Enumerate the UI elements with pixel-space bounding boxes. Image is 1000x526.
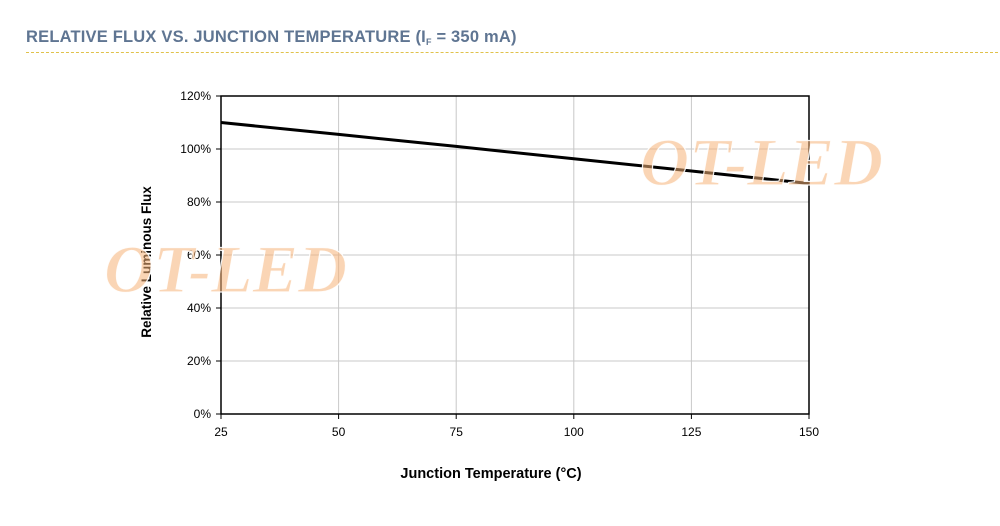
series-line-0 — [220, 121, 810, 185]
y-axis-ticks: 0% 20% 40% 60% 80% 100% 120% — [180, 89, 221, 421]
x-tick-label-25: 25 — [214, 425, 228, 439]
watermark-top-right: OT-LED — [640, 124, 883, 200]
series-group — [220, 121, 810, 185]
x-tick-label-150: 150 — [799, 425, 819, 439]
y-tick-label-0: 0% — [194, 407, 212, 421]
title-main: RELATIVE FLUX VS. JUNCTION TEMPERATURE (… — [26, 28, 426, 46]
y-tick-label-60: 60% — [187, 248, 211, 262]
chart-title: RELATIVE FLUX VS. JUNCTION TEMPERATURE (… — [26, 28, 517, 47]
watermark-left: OT-LED — [104, 231, 347, 307]
x-axis-label: Junction Temperature (°C) — [400, 466, 581, 482]
y-tick-label-120: 120% — [180, 89, 211, 103]
title-condition: = 350 mA) — [431, 28, 517, 46]
x-tick-label-125: 125 — [681, 425, 701, 439]
x-tick-label-100: 100 — [564, 425, 584, 439]
x-axis-ticks: 25 50 75 100 125 150 — [214, 414, 819, 439]
x-tick-label-75: 75 — [450, 425, 464, 439]
y-tick-label-80: 80% — [187, 195, 211, 209]
y-tick-label-40: 40% — [187, 301, 211, 315]
y-tick-label-20: 20% — [187, 354, 211, 368]
y-axis-label: Relative Luminous Flux — [139, 186, 154, 338]
x-tick-label-50: 50 — [332, 425, 346, 439]
y-tick-label-100: 100% — [180, 142, 211, 156]
grid-lines — [221, 96, 809, 414]
header-divider — [26, 52, 998, 53]
title-subscript: F — [425, 37, 432, 47]
